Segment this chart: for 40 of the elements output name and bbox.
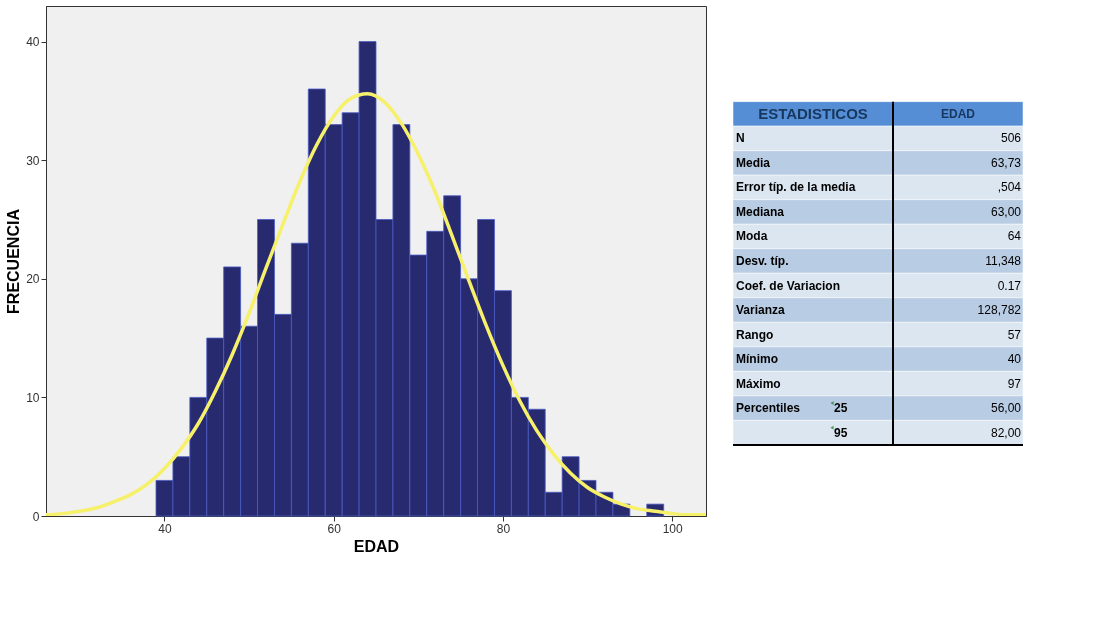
x-tick-label: 80	[496, 521, 511, 536]
text: 82,00	[990, 425, 1021, 440]
text: 63,00	[990, 204, 1021, 219]
category-label: Coef. de Variacion	[736, 278, 841, 293]
category-label: N	[736, 131, 745, 146]
y-tick-label: 10	[26, 390, 40, 405]
text: ESTADISTICOS	[758, 104, 868, 122]
x-axis-title: EDAD	[353, 537, 400, 555]
x-tick-label: 40	[158, 521, 172, 536]
text: 97	[1007, 376, 1021, 391]
text: 40	[1007, 352, 1021, 367]
y-tick-label: 40	[26, 35, 40, 50]
category-label: Varianza	[736, 303, 786, 318]
category-label: 95	[834, 425, 848, 440]
text: 128,782	[977, 303, 1021, 318]
x-tick-label: 100	[662, 521, 683, 536]
y-tick-label: 20	[26, 272, 40, 287]
text: 57	[1007, 327, 1021, 342]
y-tick-label: 30	[26, 153, 40, 168]
category-label: Media	[736, 155, 771, 170]
y-axis-title: FRECUENCIA	[5, 208, 23, 314]
text: 56,00	[990, 401, 1021, 416]
text: EDAD	[940, 106, 976, 121]
category-label: Desv. típ.	[736, 254, 789, 268]
category-label: Mínimo	[736, 352, 778, 367]
x-tick-label: 60	[327, 521, 342, 536]
text: 63,73	[990, 155, 1021, 170]
category-label: Mediana	[736, 204, 785, 219]
text: 506	[1000, 131, 1021, 146]
category-label: Máximo	[736, 376, 781, 391]
text: 11,348	[985, 254, 1021, 268]
text: 0.17	[997, 278, 1021, 293]
text: 64	[1007, 229, 1021, 244]
category-label: Error típ. de la media	[736, 180, 856, 195]
category-label: 25	[834, 401, 848, 416]
category-label: Moda	[736, 229, 768, 244]
category-label: Rango	[736, 327, 774, 342]
category-label: Percentiles	[736, 401, 801, 416]
text: ,504	[997, 180, 1021, 195]
y-tick-label: 0	[32, 509, 40, 524]
